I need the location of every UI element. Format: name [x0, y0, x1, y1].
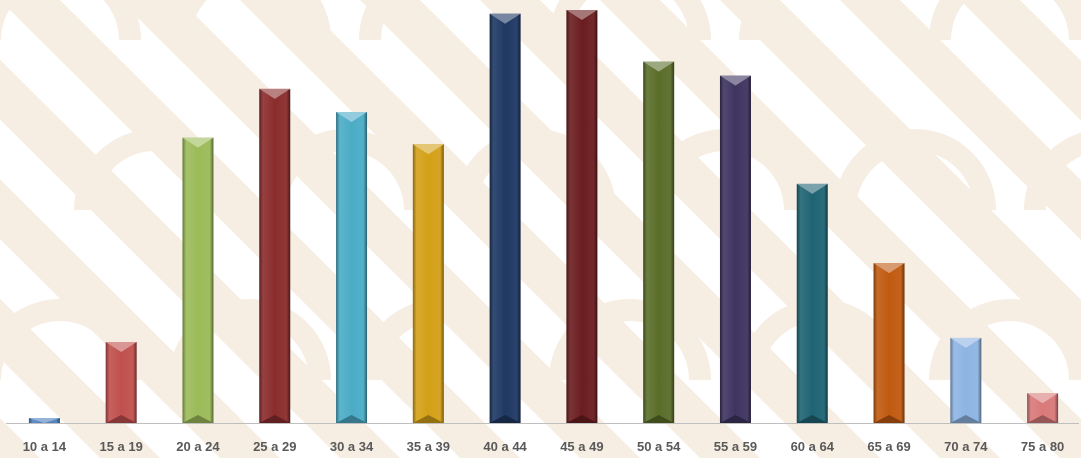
bar-top-bevel [412, 144, 444, 155]
bar [105, 342, 137, 423]
bar-75-a-80 [1027, 393, 1059, 423]
bar-25-a-29 [259, 88, 291, 424]
bar-bottom-bevel [489, 415, 521, 423]
bar-bottom-bevel [873, 415, 905, 423]
background-arc [739, 0, 901, 41]
x-tick-label: 15 a 19 [99, 439, 142, 454]
background-arc [0, 0, 141, 41]
bar-top-bevel [950, 337, 982, 348]
x-tick-label: 50 a 54 [637, 439, 681, 454]
x-tick-label: 20 a 24 [176, 439, 220, 454]
x-tick-label: 40 a 44 [483, 439, 527, 454]
bar-50-a-54 [643, 61, 675, 423]
background-stripe [720, 0, 1081, 360]
bar [719, 75, 751, 424]
bar [873, 263, 905, 423]
x-tick-label: 30 a 34 [330, 439, 374, 454]
background-arc [74, 129, 236, 211]
bar-top-bevel [566, 10, 598, 20]
background-arc [834, 129, 996, 211]
bar-bottom-bevel [719, 415, 751, 423]
background-stripe [960, 0, 1081, 121]
x-tick-label: 60 a 64 [791, 439, 835, 454]
bar-65-a-69 [873, 263, 905, 423]
bar-40-a-44 [489, 13, 521, 423]
bar-top-bevel [796, 183, 828, 194]
bar-top-bevel [182, 137, 214, 148]
bar-top-bevel [105, 342, 137, 353]
x-tick-label: 35 a 39 [407, 439, 450, 454]
background-arc [1024, 132, 1081, 211]
background-arc [549, 0, 711, 41]
bar-70-a-74 [950, 337, 982, 423]
bar [796, 183, 828, 423]
bar-bottom-bevel [412, 415, 444, 423]
bar-15-a-19 [105, 342, 137, 423]
x-tick-label: 55 a 59 [714, 439, 757, 454]
bar-top-bevel [28, 418, 60, 423]
x-tick-label: 45 a 49 [560, 439, 603, 454]
background-arc [359, 0, 521, 41]
bar-bottom-bevel [1027, 415, 1059, 423]
bar [412, 144, 444, 423]
bar-top-bevel [719, 75, 751, 86]
bar-bottom-bevel [796, 415, 828, 423]
bar-top-bevel [1027, 393, 1059, 404]
bar [336, 112, 368, 424]
background-stripe [0, 418, 40, 458]
bar-top-bevel [259, 88, 291, 99]
bar-top-bevel [489, 13, 521, 24]
bar-10-a-14 [28, 418, 60, 423]
bar-bottom-bevel [182, 415, 214, 423]
bar [643, 61, 675, 423]
bar [182, 137, 214, 423]
background-stripe [840, 0, 1081, 240]
bar-30-a-34 [336, 112, 368, 424]
bar-top-bevel [336, 112, 368, 123]
background-arc [454, 129, 616, 211]
x-tick-label: 70 a 74 [944, 439, 988, 454]
bar-bottom-bevel [336, 415, 368, 423]
bar-bottom-bevel [643, 415, 675, 423]
background-arc [169, 0, 331, 41]
bar [489, 13, 521, 423]
x-tick-label: 25 a 29 [253, 439, 296, 454]
x-tick-label: 65 a 69 [867, 439, 910, 454]
bar-55-a-59 [719, 75, 751, 424]
bar-45-a-49 [566, 10, 598, 423]
bar-bottom-bevel [259, 415, 291, 423]
background-arc [929, 299, 1081, 381]
bar-60-a-64 [796, 183, 828, 423]
bar-bottom-bevel [950, 415, 982, 423]
bar-35-a-39 [412, 144, 444, 423]
bar [950, 337, 982, 423]
bar-bottom-bevel [105, 415, 137, 423]
bar [259, 88, 291, 424]
bar-top-bevel [873, 263, 905, 274]
bar-top-bevel [643, 61, 675, 72]
bar-20-a-24 [182, 137, 214, 423]
x-tick-label: 10 a 14 [23, 439, 67, 454]
x-tick-label: 75 a 80 [1021, 439, 1064, 454]
background-arc [929, 0, 1081, 41]
bar [566, 10, 598, 423]
bar-bottom-bevel [566, 415, 598, 423]
